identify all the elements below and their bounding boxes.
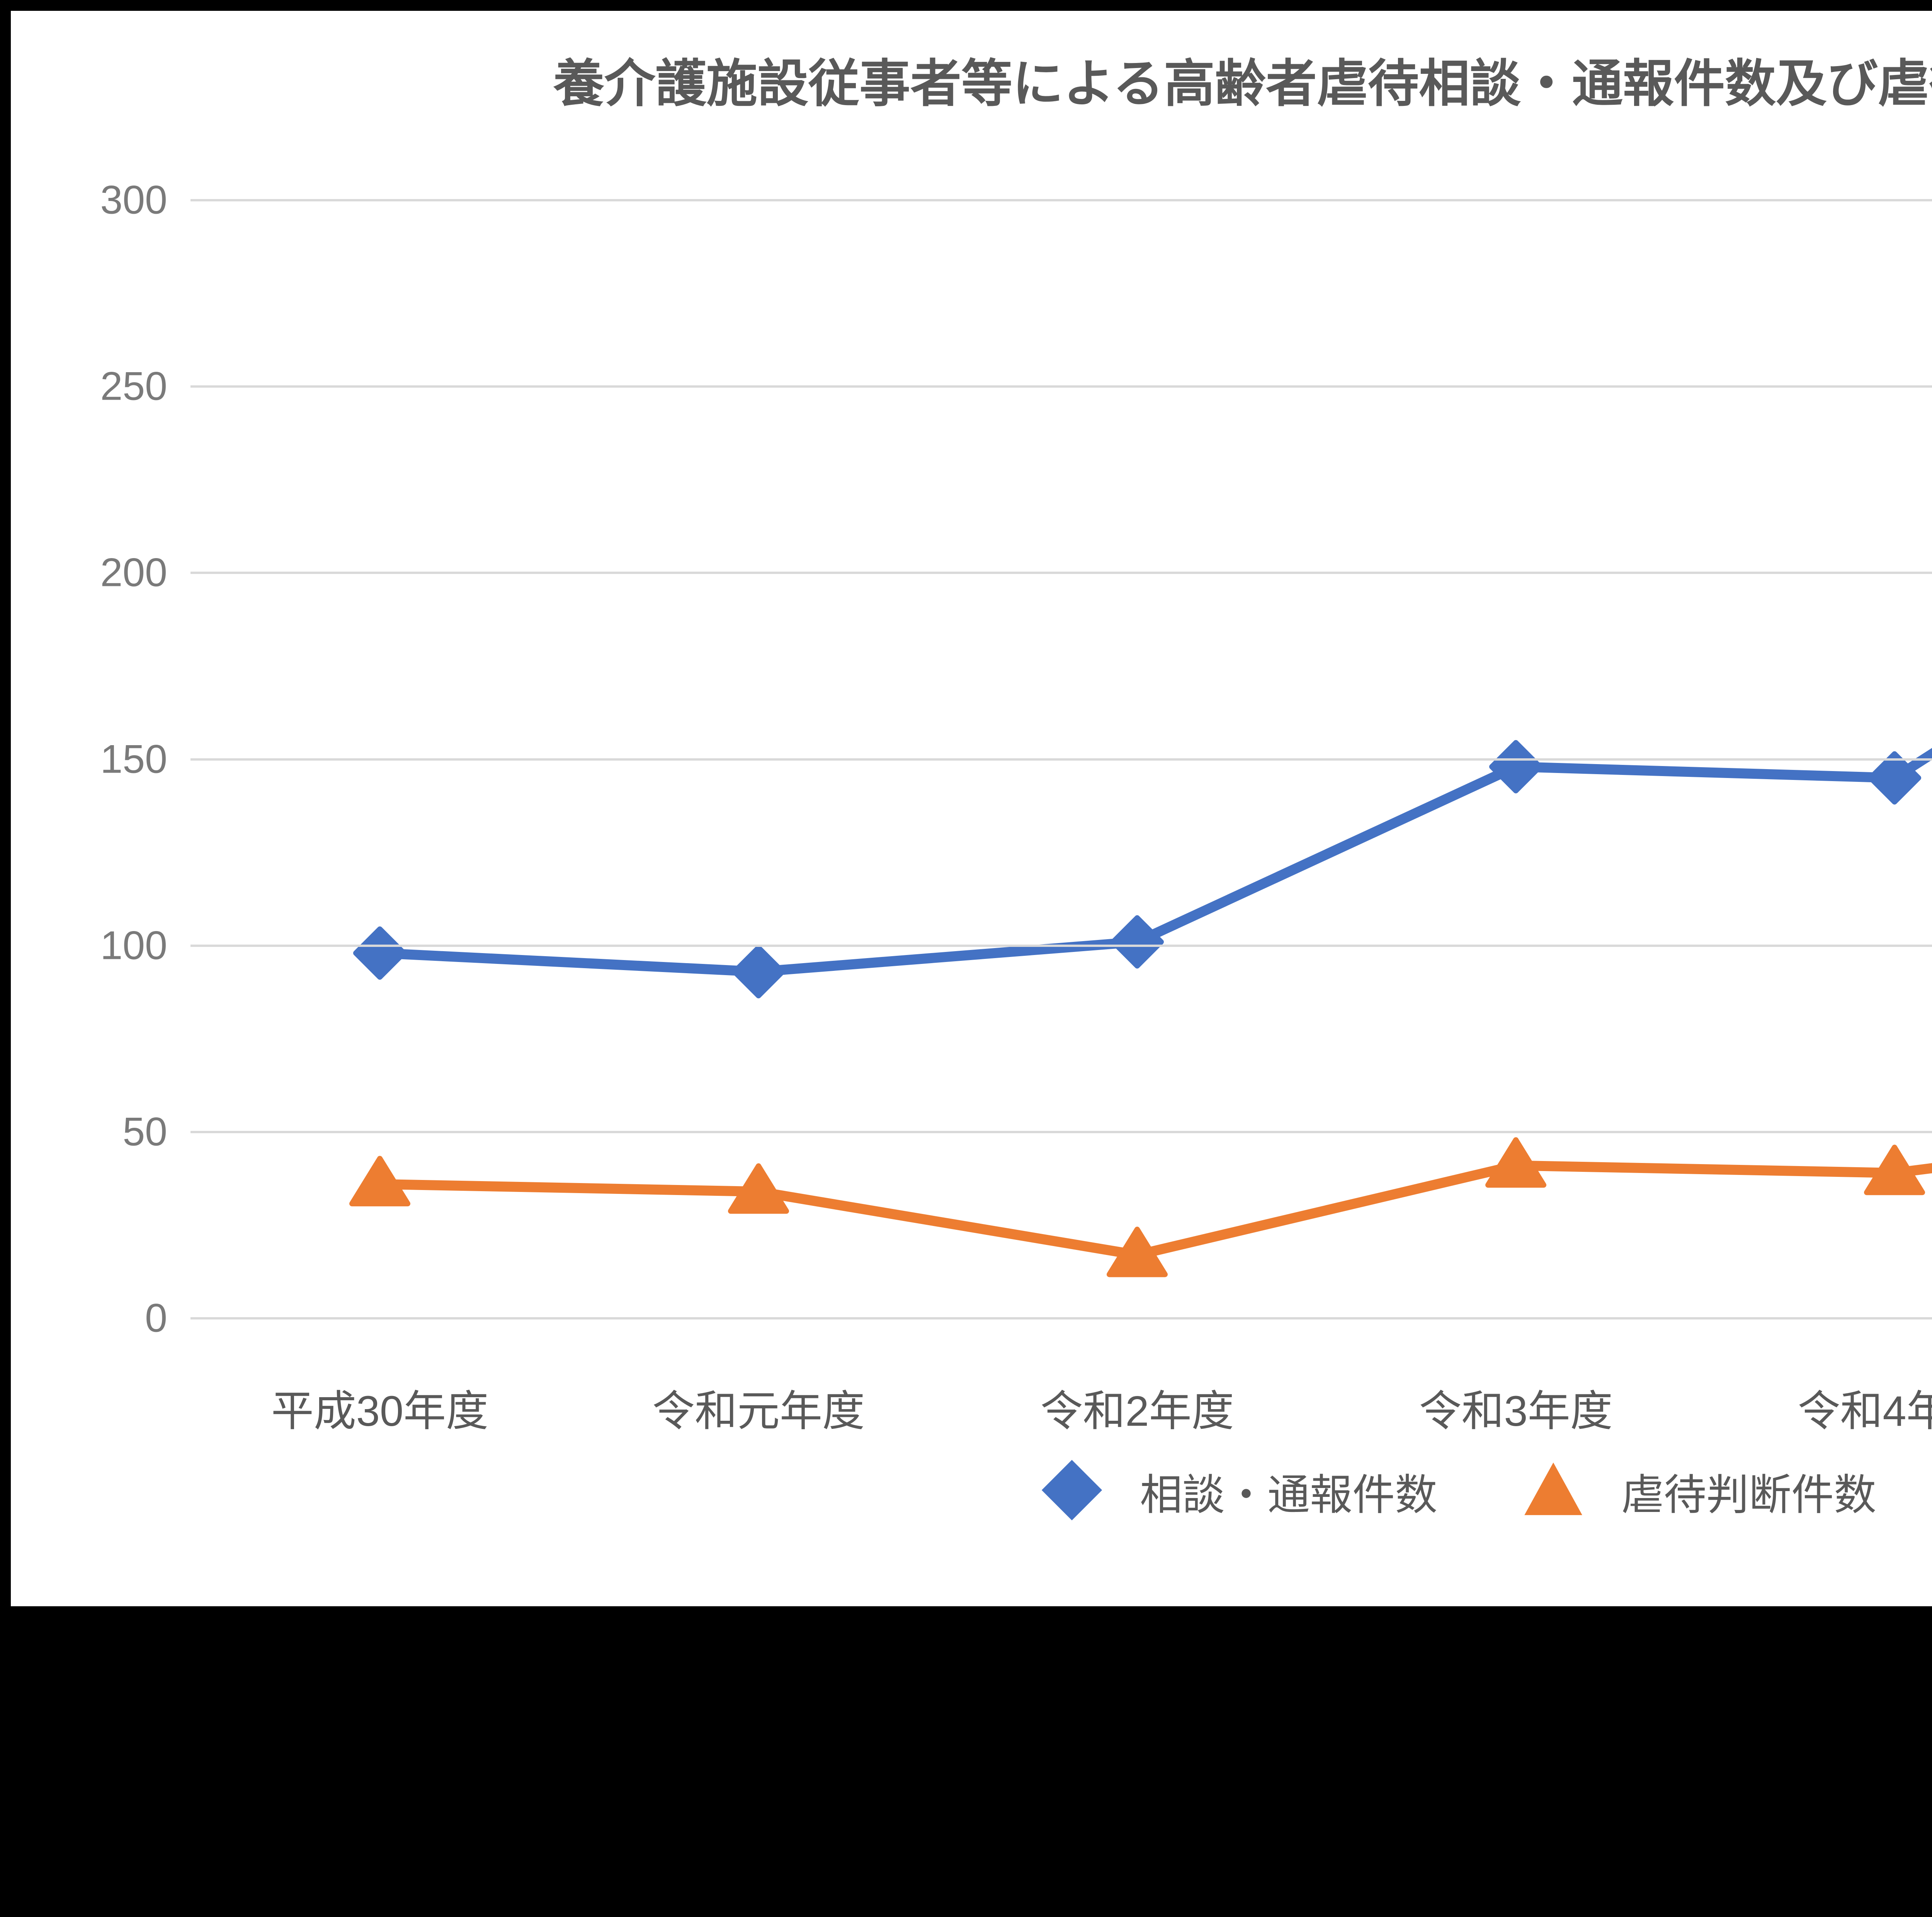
legend-label-sodan: 相談・通報件数: [1140, 1471, 1437, 1519]
y-axis-tick-label: 300: [100, 177, 167, 223]
legend-key-diamond-icon: [1014, 1460, 1130, 1520]
triangle-marker-icon: [1520, 1457, 1586, 1525]
gridline: [190, 944, 1932, 947]
gridline: [190, 199, 1932, 201]
chart-canvas: 養介護施設従事者等による高齢者虐待相談・通報件数及び虐待判断件数の推移 0 50 1…: [11, 11, 1932, 1606]
series-plot: [349, 740, 1932, 1277]
legend-item-gyakutai[interactable]: 虐待判断件数: [1495, 1460, 1876, 1522]
y-axis-tick-label: 200: [100, 550, 167, 595]
gridline: [190, 1130, 1932, 1133]
data-point-marker: [1868, 751, 1921, 805]
gridline: [190, 758, 1932, 761]
gridline: [190, 572, 1932, 574]
data-point-marker: [732, 945, 785, 999]
gridline: [190, 385, 1932, 388]
data-point-marker: [1864, 1144, 1925, 1195]
data-point-marker: [353, 926, 406, 980]
data-point-marker: [1111, 915, 1164, 969]
y-axis-tick-label: 0: [145, 1296, 167, 1341]
data-point-marker: [1485, 1137, 1546, 1188]
data-point-marker: [1107, 1226, 1168, 1277]
gridline: [190, 1317, 1932, 1319]
chart-title: 養介護施設従事者等による高齢者虐待相談・通報件数及び虐待判断件数の推移: [553, 55, 1932, 112]
chart-legend: 相談・通報件数 虐待判断件数: [11, 1460, 1932, 1522]
y-axis-tick-label: 50: [122, 1109, 167, 1154]
x-axis-tick-label: 令和元年度: [652, 1388, 865, 1435]
x-axis-tick-label: 令和4年度: [1798, 1388, 1932, 1435]
data-point-marker: [1489, 740, 1543, 793]
series-line-2: [375, 1160, 1932, 1260]
data-point-marker: [349, 1156, 410, 1207]
legend-label-gyakutai: 虐待判断件数: [1621, 1471, 1876, 1519]
y-axis-tick-label: 250: [100, 364, 167, 409]
x-axis-tick-label: 平成30年度: [271, 1388, 489, 1435]
legend-item-sodan[interactable]: 相談・通報件数: [1014, 1460, 1437, 1522]
diamond-marker-icon: [1039, 1457, 1105, 1525]
legend-key-triangle-icon: [1495, 1462, 1611, 1520]
data-point-marker: [728, 1163, 789, 1214]
y-axis-tick-label: 100: [100, 923, 167, 968]
x-axis-tick-label: 令和2年度: [1040, 1388, 1234, 1435]
x-axis-tick-label: 令和3年度: [1419, 1388, 1613, 1435]
series-line-1: [375, 748, 1932, 977]
plot-area: 0 50 100 150 200 250 300 平成30年度 令和元年度 令和2年度 令和3年度 令…: [11, 11, 1932, 1606]
y-axis-tick-label: 150: [100, 737, 167, 781]
